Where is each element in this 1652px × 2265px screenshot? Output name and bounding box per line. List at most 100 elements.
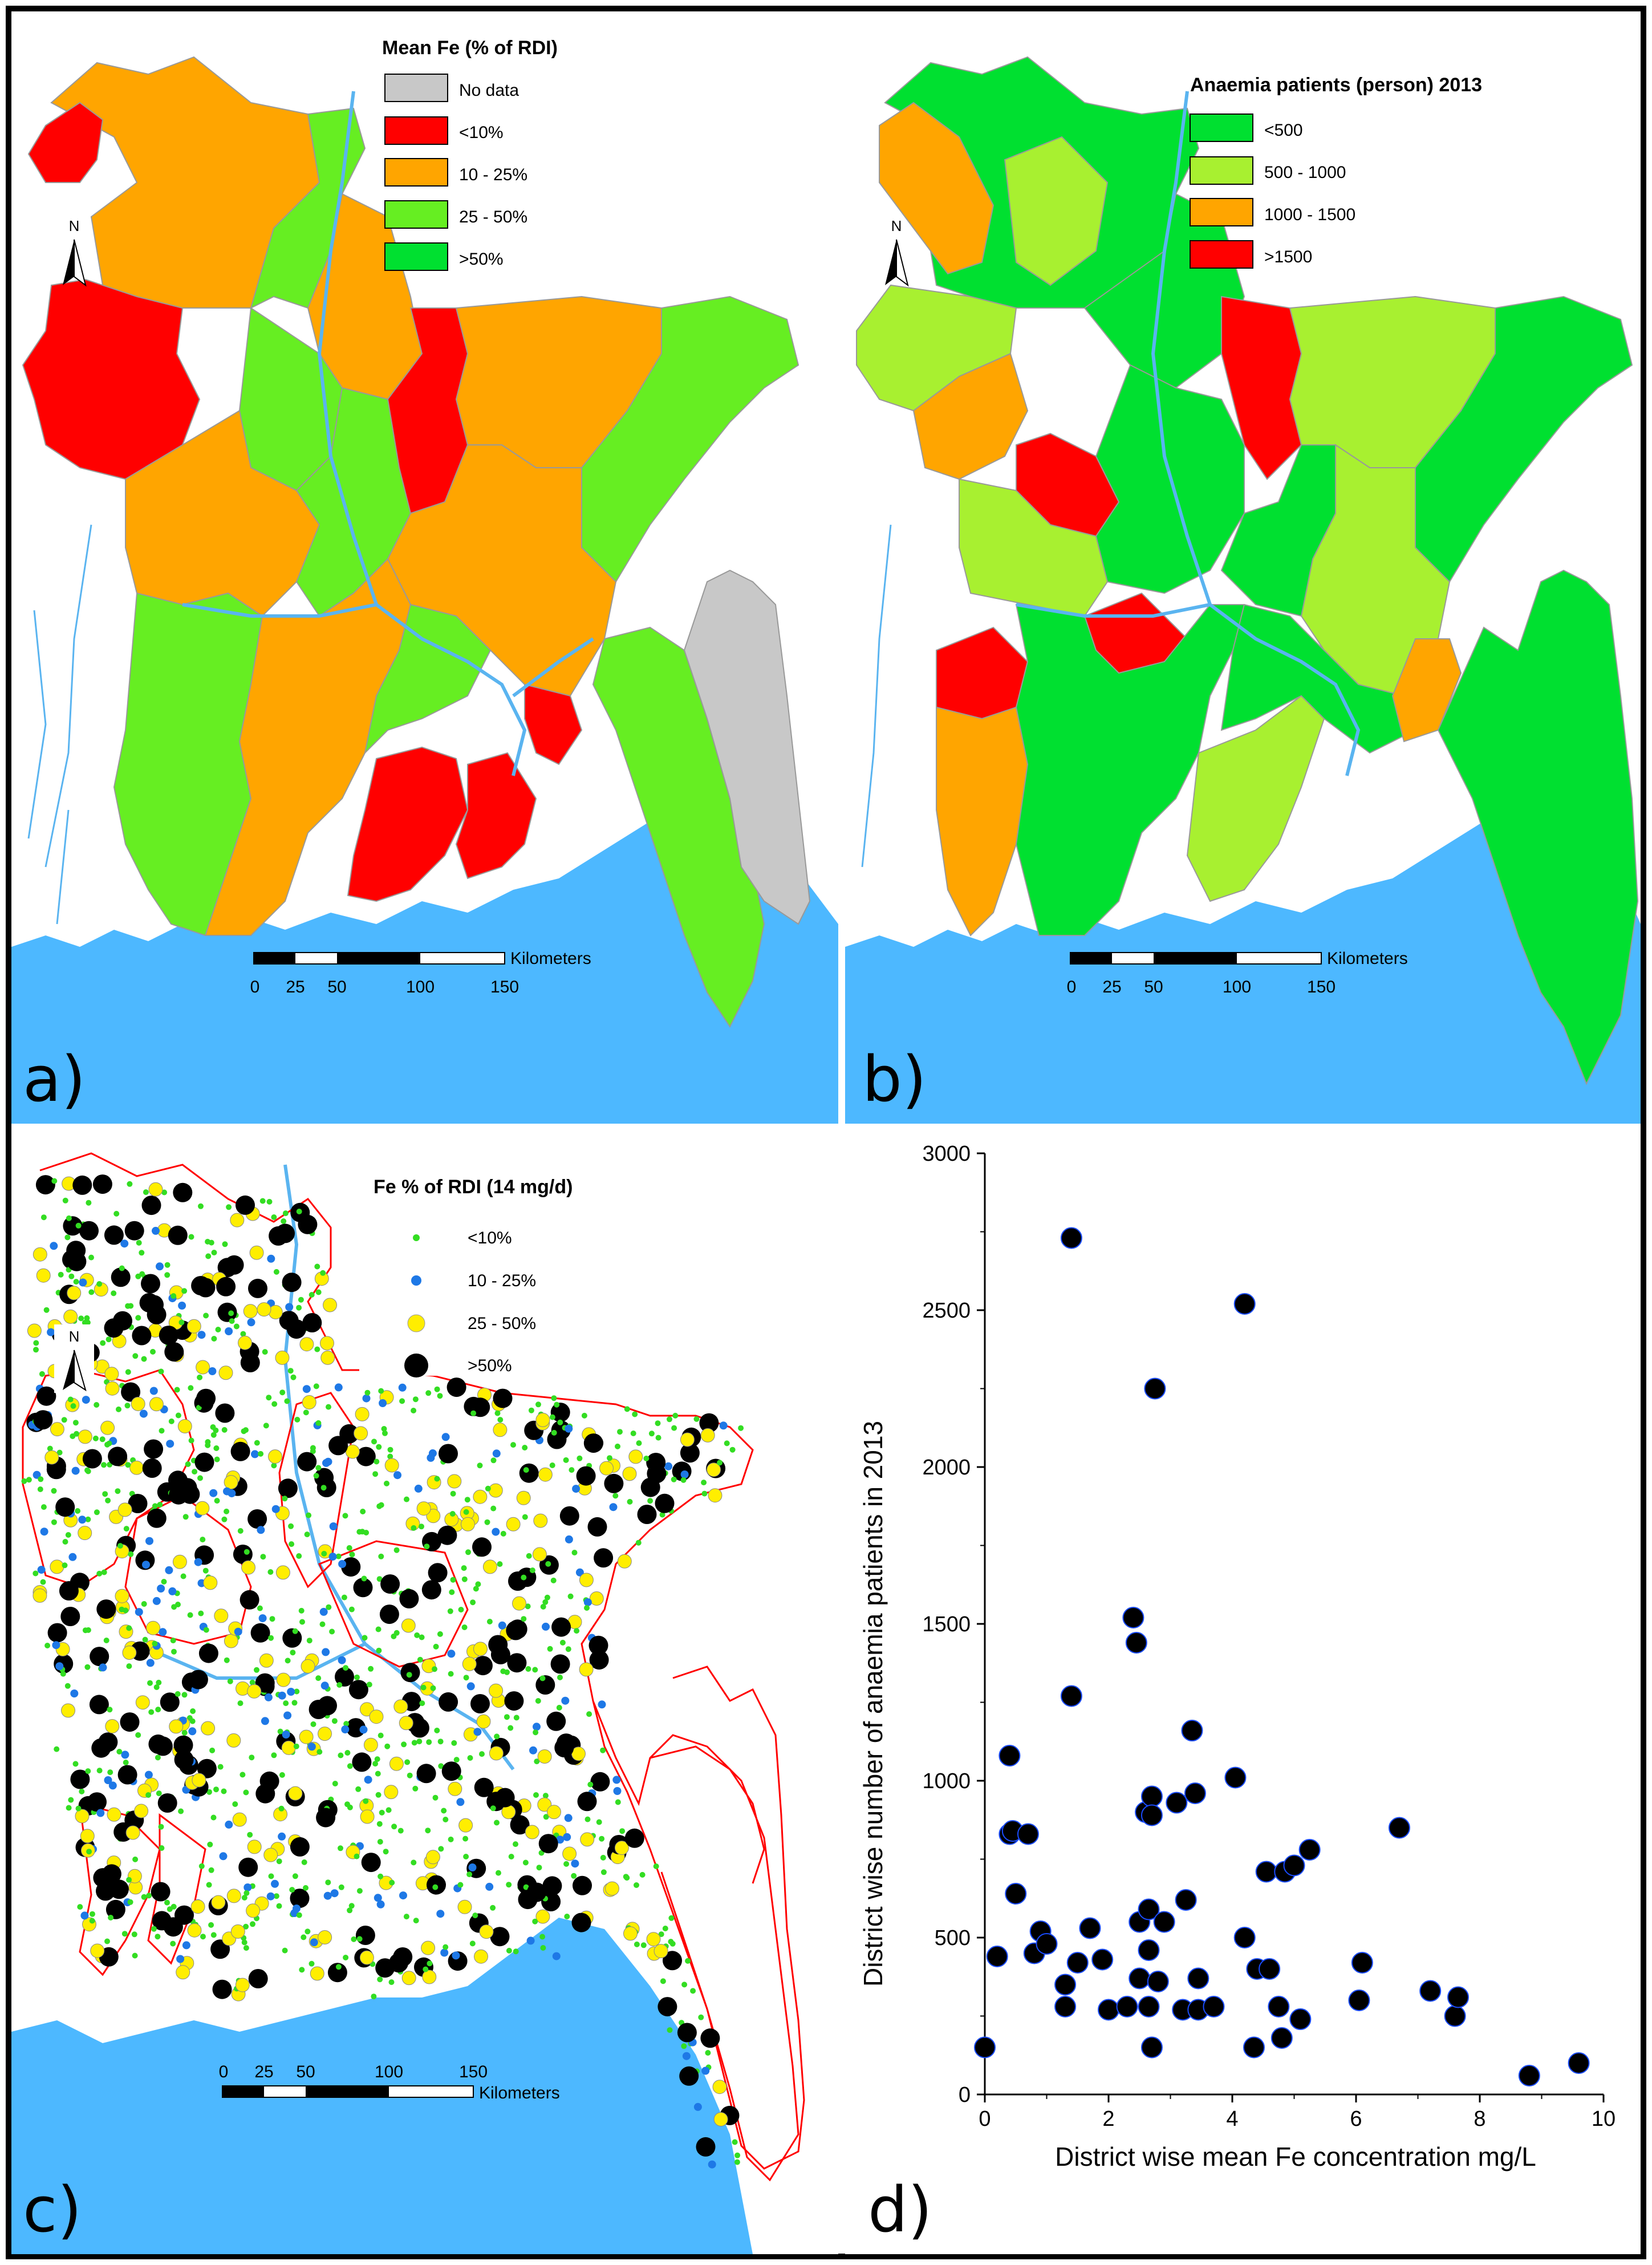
marker-lt10: [600, 1747, 606, 1753]
data-point: [1091, 1948, 1114, 1971]
marker-lt10: [131, 1931, 137, 1938]
marker-lt10: [420, 1684, 427, 1691]
marker-lt10: [66, 1805, 72, 1811]
marker-25-50: [176, 1965, 190, 1980]
marker-gt50: [472, 1537, 492, 1557]
marker-lt10: [647, 1498, 654, 1504]
panel-label: a): [23, 1043, 86, 1116]
marker-lt10: [619, 1828, 626, 1834]
marker-10-25: [330, 1889, 339, 1898]
marker-lt10: [282, 1210, 289, 1217]
marker-25-50: [482, 1559, 497, 1574]
marker-lt10: [672, 1412, 679, 1419]
marker-lt10: [368, 1666, 374, 1672]
marker-lt10: [266, 1198, 273, 1205]
marker-10-25: [398, 1383, 407, 1392]
data-point: [1166, 1792, 1188, 1814]
marker-10-25: [287, 1688, 295, 1696]
marker-lt10: [197, 1374, 203, 1380]
marker-lt10: [259, 1198, 266, 1204]
marker-10-25: [583, 1598, 592, 1607]
marker-lt10: [181, 1288, 188, 1294]
marker-gt50: [164, 1342, 184, 1362]
marker-10-25: [80, 1911, 89, 1920]
marker-lt10: [249, 1755, 255, 1761]
marker-lt10: [271, 1214, 277, 1220]
marker-lt10: [449, 1511, 456, 1517]
marker-25-50: [172, 1554, 187, 1569]
marker-lt10: [202, 1567, 209, 1574]
marker-gt50: [506, 1620, 526, 1640]
marker-10-25: [393, 1471, 401, 1480]
marker-25-50: [473, 1642, 488, 1656]
marker-lt10: [210, 1814, 217, 1821]
marker-lt10: [443, 1944, 449, 1950]
marker-lt10: [132, 1353, 139, 1359]
marker-lt10: [513, 1715, 519, 1721]
marker-lt10: [586, 1711, 592, 1717]
marker-lt10: [279, 1772, 285, 1778]
marker-25-50: [302, 1395, 316, 1409]
marker-lt10: [623, 1874, 629, 1880]
marker-lt10: [354, 1853, 360, 1859]
marker-lt10: [296, 1209, 302, 1214]
marker-lt10: [101, 1569, 107, 1575]
data-point: [1140, 1804, 1163, 1826]
marker-25-50: [131, 1396, 145, 1411]
marker-lt10: [257, 1605, 263, 1611]
legend-marker-lt10: [413, 1234, 420, 1241]
data-point: [1224, 1766, 1247, 1789]
marker-lt10: [449, 1589, 455, 1595]
marker-10-25: [613, 1787, 622, 1795]
marker-gt50: [576, 1466, 596, 1486]
legend-label: <10%: [459, 123, 504, 142]
marker-gt50: [409, 1718, 429, 1738]
panel-d-scatter: 0 2 4 6 8 10 0 500 1000 1500 2000 2500 3000 District…: [845, 1131, 1641, 2254]
marker-gt50: [510, 1815, 530, 1835]
marker-gt50: [677, 2023, 697, 2043]
marker-lt10: [85, 1468, 91, 1474]
marker-lt10: [734, 2159, 740, 2165]
x-tick-label: 4: [1226, 2107, 1238, 2131]
legend-swatch-lt10: [384, 116, 448, 145]
marker-lt10: [232, 1801, 238, 1807]
marker-25-50: [90, 1943, 105, 1958]
legend-b: Anaemia patients (person) 2013 <500 500 …: [1190, 74, 1482, 269]
marker-lt10: [159, 1845, 165, 1851]
marker-gt50: [640, 1477, 660, 1497]
marker-10-25: [82, 1396, 90, 1404]
marker-25-50: [422, 1970, 437, 1984]
marker-lt10: [125, 1369, 131, 1375]
marker-lt10: [315, 1420, 322, 1426]
marker-lt10: [384, 1743, 391, 1749]
marker-lt10: [181, 1729, 188, 1736]
marker-10-25: [142, 1561, 150, 1569]
marker-gt50: [495, 1788, 515, 1808]
marker-gt50: [421, 1580, 441, 1600]
marker-lt10: [534, 1758, 540, 1765]
marker-lt10: [479, 1751, 485, 1757]
marker-25-50: [654, 1944, 668, 1959]
marker-lt10: [348, 1606, 355, 1612]
svg-text:N: N: [69, 217, 80, 234]
marker-gt50: [151, 1882, 171, 1902]
marker-lt10: [148, 1709, 155, 1715]
marker-lt10: [203, 1312, 209, 1319]
marker-lt10: [413, 1918, 419, 1924]
marker-lt10: [354, 1674, 360, 1680]
marker-10-25: [278, 1832, 286, 1841]
marker-lt10: [72, 1761, 79, 1767]
y-tick-label: 2000: [922, 1456, 971, 1480]
marker-10-25: [152, 1597, 161, 1605]
marker-lt10: [448, 1836, 454, 1842]
marker-lt10: [37, 1486, 43, 1492]
marker-lt10: [281, 1218, 287, 1224]
marker-25-50: [579, 1662, 594, 1677]
marker-gt50: [72, 1175, 92, 1195]
marker-lt10: [671, 1476, 677, 1482]
marker-lt10: [406, 1672, 412, 1678]
marker-lt10: [385, 1807, 392, 1813]
marker-lt10: [268, 1873, 274, 1879]
marker-25-50: [617, 1554, 632, 1569]
data-point: [1138, 1898, 1160, 1920]
